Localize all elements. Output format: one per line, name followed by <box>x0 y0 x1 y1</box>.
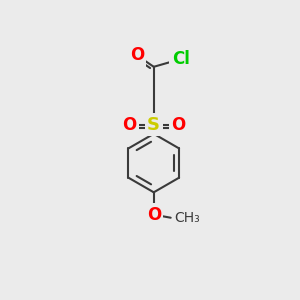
Text: CH₃: CH₃ <box>175 211 200 225</box>
Text: O: O <box>122 116 136 134</box>
Text: S: S <box>147 116 160 134</box>
Text: Cl: Cl <box>172 50 190 68</box>
Text: O: O <box>171 116 185 134</box>
Text: O: O <box>147 206 161 224</box>
Text: O: O <box>130 46 144 64</box>
